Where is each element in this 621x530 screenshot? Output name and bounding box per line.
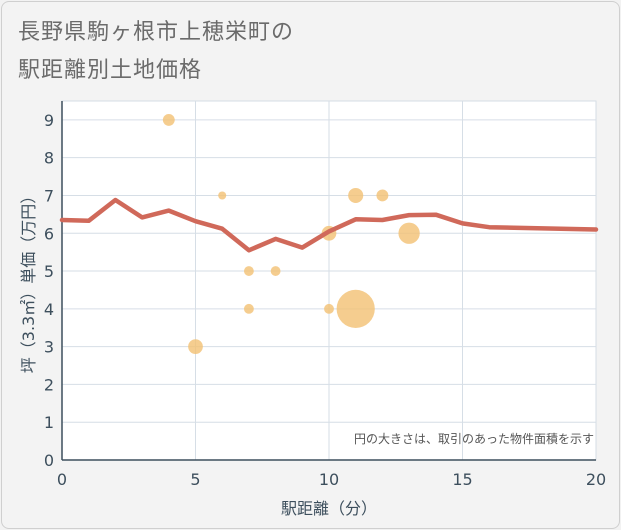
x-tick-label: 10 [319,470,339,489]
data-bubble [243,266,254,276]
y-tick-label: 7 [44,186,54,205]
x-axis-title: 駅距離（分） [281,499,377,518]
data-bubble [348,187,364,204]
data-bubble [336,289,375,328]
y-tick-label: 5 [44,262,54,281]
y-tick-label: 6 [44,224,54,243]
y-tick-label: 9 [44,111,54,130]
data-bubble [218,191,227,200]
y-tick-label: 3 [44,338,54,357]
bubble-size-annotation: 円の大きさは、取引のあった物件面積を示す [354,431,594,446]
data-bubble [243,303,254,314]
data-bubble [188,339,203,354]
y-tick-label: 4 [44,300,54,319]
average-price-line [59,197,599,253]
y-axis-title: 坪（3.3㎡）単価（万円） [19,188,38,373]
chart-title-line-2: 駅距離別土地価格 [18,58,203,83]
x-tick-label: 5 [190,470,200,489]
x-tick-label: 0 [57,470,67,489]
x-tick-label: 20 [586,470,606,489]
y-tick-label: 8 [44,149,54,168]
y-tick-label: 1 [44,413,54,432]
data-bubble [376,189,389,202]
x-tick-label: 15 [452,470,472,489]
data-bubble [398,222,420,244]
data-bubble [324,303,334,314]
chart-title-line-1: 長野県駒ヶ根市上穂栄町の [18,20,295,45]
data-bubble [270,266,281,276]
y-tick-label: 2 [44,375,54,394]
data-bubble [162,113,175,126]
y-tick-label: 0 [44,451,54,470]
